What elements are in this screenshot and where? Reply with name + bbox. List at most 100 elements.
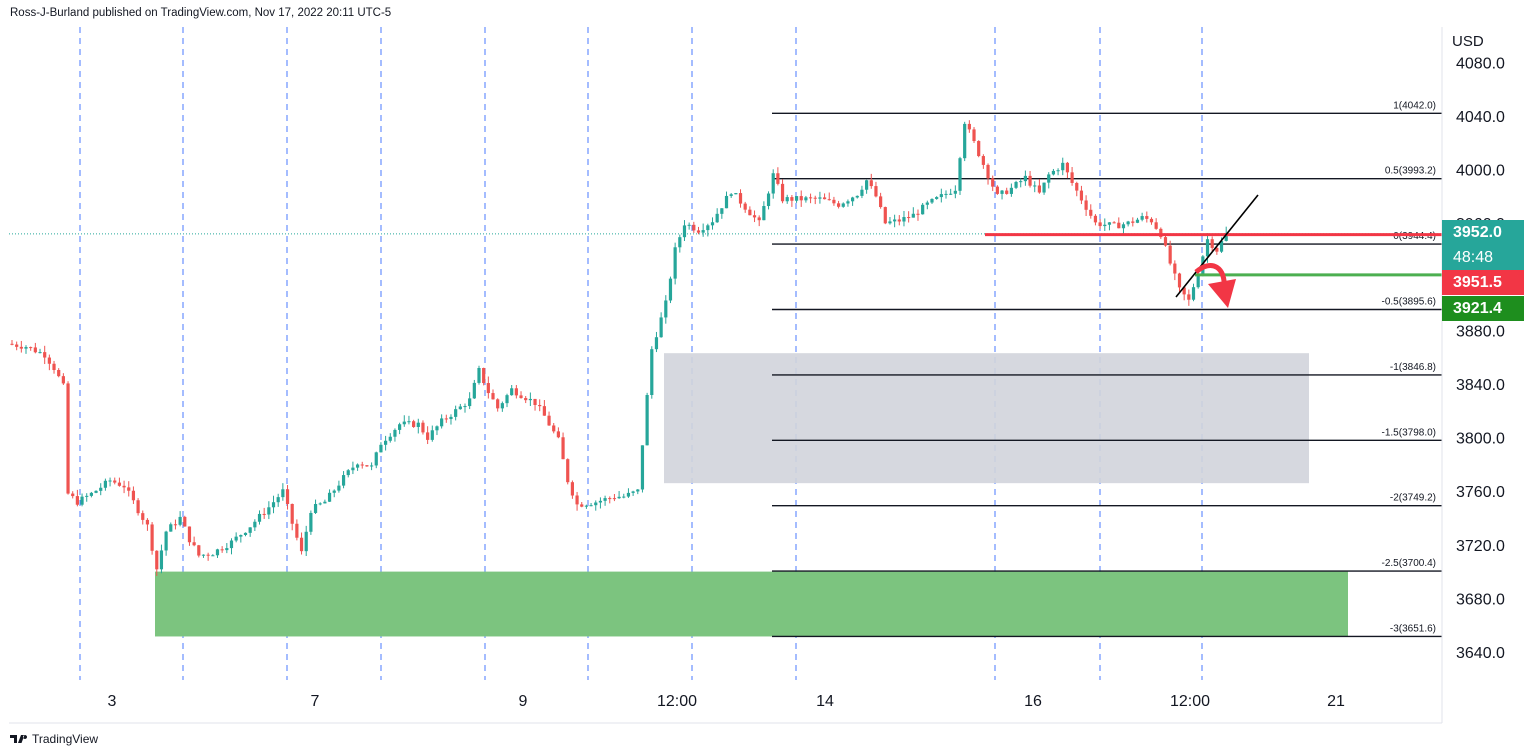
candle-body-15 (80, 496, 84, 505)
candle-body-187 (883, 207, 887, 224)
candle-body-122 (580, 504, 584, 507)
candle-body-234 (1103, 224, 1107, 227)
candle-body-18 (94, 490, 98, 493)
candle-body-162 (766, 193, 771, 207)
candle-body-239 (1126, 221, 1130, 225)
candle-body-45 (220, 549, 224, 551)
candle-body-10 (57, 370, 61, 377)
fib-label-2: 0(3944.4) (1393, 231, 1436, 242)
candle-body-93 (444, 418, 448, 420)
candle-body-178 (841, 203, 845, 207)
candle-body-13 (71, 493, 75, 497)
candle-body-219 (1033, 185, 1037, 187)
candle-body-42 (206, 554, 210, 556)
currency-label: USD (1452, 33, 1484, 50)
candle-body-205 (967, 123, 971, 130)
candle-body-251 (1182, 287, 1186, 295)
candle-body-39 (192, 542, 196, 546)
candle-body-124 (589, 505, 593, 507)
candle-body-188 (888, 221, 892, 224)
candle-body-101 (482, 367, 486, 384)
candle-body-0 (10, 343, 14, 345)
candle-body-184 (869, 180, 873, 187)
candle-body-76 (365, 465, 369, 467)
candle-body-102 (486, 383, 490, 394)
candle-body-240 (1131, 221, 1135, 223)
fib-label-4: -1(3846.8) (1390, 362, 1436, 373)
candle-body-133 (631, 491, 635, 493)
candle-body-254 (1196, 274, 1200, 288)
candle-body-245 (1154, 222, 1158, 229)
current-price-badge: 3952.0 (1442, 220, 1524, 245)
candle-body-68 (327, 492, 332, 502)
fibonacci-extension: 1(4042.0) 0.5(3993.2) 0(3944.4) -0.5(3895.6… (772, 100, 1442, 638)
candle-body-37 (183, 516, 187, 527)
candle-body-244 (1149, 218, 1154, 223)
candle-body-75 (360, 464, 364, 466)
candle-body-138 (654, 337, 659, 350)
candle-body-159 (752, 215, 757, 218)
candle-body-147 (696, 230, 701, 233)
candle-body-26 (131, 490, 136, 501)
candle-body-190 (897, 219, 901, 222)
y-tick-7: 3760.0 (1456, 484, 1505, 501)
candle-body-20 (103, 480, 107, 488)
candle-body-31 (155, 550, 159, 570)
candle-body-191 (902, 217, 906, 222)
candle-body-30 (150, 524, 154, 551)
candle-body-164 (776, 173, 780, 184)
candle-body-123 (584, 505, 589, 507)
candle-body-114 (542, 406, 546, 416)
candle-body-111 (528, 398, 532, 401)
candle-body-246 (1159, 228, 1163, 238)
candle-body-217 (1023, 175, 1027, 182)
candle-body-82 (393, 429, 397, 437)
time-axis: 3 7 9 12:00 14 16 12:00 21 (108, 693, 1345, 710)
candle-body-207 (977, 141, 981, 157)
candle-body-222 (1047, 174, 1051, 183)
candle-body-44 (215, 549, 220, 556)
candle-body-27 (136, 500, 140, 514)
red-level-badge: 3951.5 (1442, 270, 1524, 295)
candle-body-12 (66, 383, 70, 494)
candle-body-33 (164, 531, 168, 551)
candle-body-48 (234, 536, 238, 541)
candle-body-250 (1177, 273, 1182, 288)
candle-body-5 (33, 347, 37, 353)
candle-body-4 (29, 347, 33, 349)
candle-body-206 (972, 129, 976, 142)
y-tick-2: 4000.0 (1456, 163, 1505, 180)
candle-body-252 (1187, 294, 1191, 300)
candle-body-92 (440, 418, 444, 427)
y-tick-8: 3720.0 (1456, 538, 1505, 555)
candle-body-1 (15, 344, 19, 347)
candle-body-175 (827, 199, 831, 201)
candle-body-66 (318, 503, 322, 505)
candle-body-169 (799, 196, 803, 201)
candle-body-165 (780, 183, 785, 202)
candle-body-253 (1191, 287, 1196, 300)
candle-body-161 (762, 206, 766, 221)
candle-body-228 (1075, 182, 1079, 191)
candle-body-155 (734, 193, 738, 195)
candle-body-47 (229, 540, 234, 549)
candle-body-97 (463, 406, 467, 408)
candle-body-9 (52, 363, 56, 371)
candle-body-232 (1093, 215, 1098, 223)
candle-body-248 (1168, 245, 1172, 264)
candle-body-36 (178, 516, 182, 525)
candle-body-103 (491, 393, 495, 400)
candle-body-218 (1028, 175, 1032, 186)
candle-body-210 (991, 178, 995, 187)
candle-body-70 (337, 485, 341, 491)
candle-body-229 (1079, 190, 1084, 201)
candle-body-223 (1051, 170, 1056, 175)
candle-body-136 (645, 394, 649, 446)
candle-body-51 (248, 527, 252, 533)
candle-body-72 (346, 470, 350, 476)
candle-body-54 (262, 513, 266, 515)
x-tick-0: 3 (108, 693, 117, 710)
candle-body-41 (201, 554, 206, 556)
candle-body-200 (944, 193, 948, 195)
